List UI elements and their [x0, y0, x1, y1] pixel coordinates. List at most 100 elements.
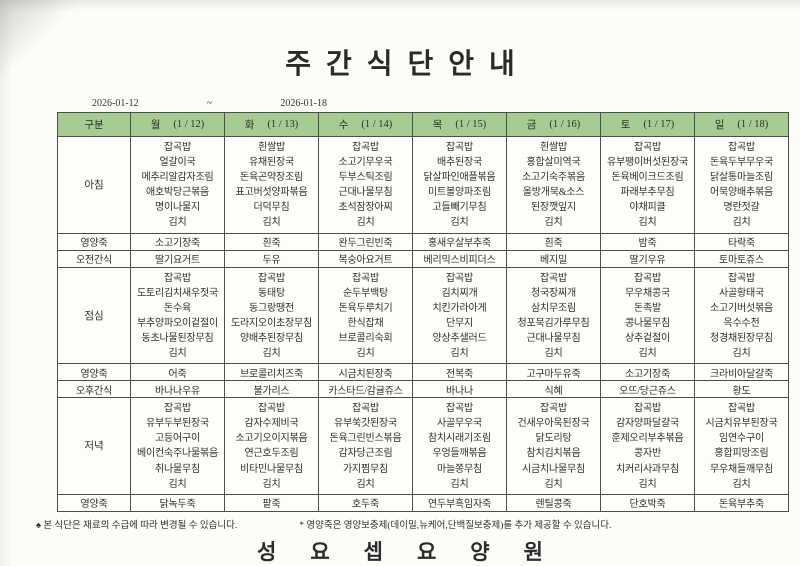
menu-item: 김치: [450, 478, 469, 490]
menu-item: 옥수수전: [723, 317, 760, 329]
porridge-cell: 렌틸콩죽: [506, 493, 601, 512]
menu-item: 닭도리탕: [535, 433, 572, 445]
porridge-cell: 단호박죽: [600, 493, 695, 512]
menu-cell: 잡곡밥 김치찌개 치킨가라아게 단무지 양상추샐러드 김치: [412, 266, 507, 365]
date-start: 2026-01-12: [92, 98, 139, 109]
menu-item: 김치: [638, 478, 657, 490]
menu-item: 잡곡밥: [540, 272, 567, 284]
menu-item: 잡곡밥: [634, 403, 661, 415]
menu-cell: 잡곡밥 유부팽이버섯된장국 돈육베이크드조림 파래부추무침 야채피클 김치: [600, 136, 695, 234]
menu-item: 콩자반: [634, 448, 661, 460]
day-label: 화: [244, 120, 255, 131]
porridge-cell: 어죽: [130, 363, 225, 382]
row-label-porridge: 영양죽: [57, 493, 131, 512]
menu-item: 미트볼양파조림: [428, 187, 491, 199]
menu-item: 김치: [544, 348, 563, 360]
menu-cell: 잡곡밥 청국장찌개 삼치무조림 청포묵김가루무침 근대나물무침 김치: [506, 266, 601, 365]
row-porridge-breakfast: 영양죽 소고기장죽 흰죽 완두그린빈죽 홍새우살부추죽 흰죽 밤죽 타락죽: [57, 232, 789, 251]
page-title: 주간식단안내: [285, 49, 530, 80]
menu-item: 잡곡밥: [634, 142, 661, 153]
menu-item: 유부쑥갓된장국: [334, 418, 397, 430]
menu-item: 소고기버섯볶음: [710, 302, 773, 314]
menu-item: 참치시래기조림: [428, 433, 491, 445]
menu-item: 김치: [732, 478, 751, 490]
menu-item: 유채된장국: [249, 157, 294, 169]
porridge-cell: 돈육부추죽: [694, 493, 789, 512]
menu-item: 감자수제비국: [244, 418, 299, 430]
day-date: (1 / 18): [737, 119, 769, 130]
menu-item: 무우채들깨무침: [710, 463, 773, 475]
snack-cell: 베리믹스비피더스: [412, 249, 507, 268]
menu-item: 잡곡밥: [728, 272, 755, 284]
row-lunch: 점심 잡곡밥 도토리김치새우젓국 돈수육 부추양파오이겉절이 동초나물된장무침 김치 잡곡…: [57, 266, 789, 365]
row-morning-snack: 오전간식 딸기요거트 두유 복숭아요거트 베리믹스비피더스 베지밀 딸기우유 토…: [57, 249, 789, 268]
menu-item: 청국장찌개: [531, 287, 576, 299]
menu-item: 김치: [638, 217, 657, 229]
menu-item: 표고버섯양파볶음: [235, 187, 308, 199]
menu-item: 돈육베이크드조림: [611, 172, 684, 184]
porridge-cell: 브로콜리치즈죽: [224, 363, 319, 382]
day-date: (1 / 16): [549, 119, 581, 130]
menu-item: 순두부백탕: [343, 287, 388, 299]
menu-item: 브로콜리숙회: [338, 332, 393, 344]
day-header-tue: 화 (1 / 13): [224, 112, 319, 137]
menu-cell: 잡곡밥 감자양파달걀국 훈제오리부추볶음 콩자반 치커리사과무침 김치: [600, 397, 695, 495]
day-label: 일: [714, 120, 725, 131]
menu-item: 잡곡밥: [446, 403, 473, 415]
menu-item: 청경채된장무침: [710, 332, 773, 344]
menu-item: 사골황태국: [719, 287, 764, 299]
menu-item: 김치: [262, 478, 281, 490]
menu-cell: 잡곡밥 돈육두부무우국 닭살통마늘조림 어묵양배추볶음 명란젓갈 김치: [694, 136, 789, 234]
menu-item: 애호박당근볶음: [146, 187, 209, 199]
menu-cell: 잡곡밥 순두부백탕 돈육두루치기 한식잡채 브로콜리숙회 김치: [318, 266, 413, 365]
snack-cell: 복숭아요거트: [318, 249, 413, 268]
porridge-cell: 흰죽: [224, 232, 319, 251]
menu-item: 건새우아욱된장국: [517, 418, 590, 430]
menu-item: 동초나물된장무침: [141, 332, 214, 344]
menu-item: 양상추샐러드: [432, 332, 487, 344]
menu-item: 홍합살미역국: [526, 157, 581, 169]
menu-item: 무우채콩국: [625, 287, 670, 299]
menu-item: 흰쌀밥: [258, 142, 285, 153]
menu-item: 김치: [356, 217, 375, 229]
snack-cell: 오뜨/당근쥬스: [600, 380, 695, 399]
menu-cell: 잡곡밥 시금치유부된장국 임연수구이 홍합피망조림 무우채들깨무침 김치: [694, 397, 789, 495]
menu-item: 부추양파오이겉절이: [137, 317, 218, 329]
menu-item: 잡곡밥: [728, 142, 755, 153]
snack-cell: 딸기요거트: [130, 249, 225, 268]
menu-item: 김치: [168, 348, 187, 360]
day-header-sat: 토 (1 / 17): [600, 112, 695, 137]
menu-item: 김치: [262, 348, 281, 360]
menu-item: 잡곡밥: [728, 403, 755, 415]
menu-item: 돈육그린빈스볶음: [329, 433, 402, 445]
footnote-supplement-notice: * 영양죽은 영양보충제(데이밀,뉴케어,단백질보충제)를 추가 제공할 수 있…: [299, 520, 612, 531]
porridge-cell: 밤죽: [600, 232, 695, 251]
menu-cell: 흰쌀밥 유채된장국 돈육곤약장조림 표고버섯양파볶음 더덕무침 김치: [224, 136, 319, 234]
porridge-cell: 팥죽: [224, 493, 319, 512]
menu-item: 감자양파달걀국: [616, 418, 679, 430]
menu-item: 잡곡밥: [352, 272, 379, 284]
snack-cell: 바나나: [412, 380, 507, 399]
day-label: 토: [620, 120, 631, 131]
menu-item: 닭살파인애플볶음: [423, 172, 496, 184]
menu-item: 김치: [168, 217, 187, 229]
date-end: 2026-01-18: [280, 98, 327, 109]
menu-cell: 잡곡밥 소고기무우국 두부스틱조림 근대나물무침 초석잠장아찌 김치: [318, 136, 413, 234]
menu-cell: 잡곡밥 감자수제비국 소고기오이지볶음 연근호두조림 비타민나물무침 김치: [224, 397, 319, 495]
menu-item: 돈육두루치기: [338, 302, 393, 314]
menu-item: 상추겉절이: [625, 332, 670, 344]
snack-cell: 황도: [694, 380, 789, 399]
menu-cell: 잡곡밥 도토리김치새우젓국 돈수육 부추양파오이겉절이 동초나물된장무침 김치: [130, 266, 225, 365]
menu-cell: 잡곡밥 무우채콩국 돈족발 콩나물무침 상추겉절이 김치: [600, 266, 695, 365]
menu-item: 도라지오이초장무침: [231, 317, 312, 329]
menu-item: 콩나물무침: [625, 317, 670, 329]
menu-item: 잡곡밥: [540, 403, 567, 415]
facility-name-stamp: 성요셉요양원: [257, 539, 577, 564]
day-label: 목: [432, 120, 443, 131]
menu-item: 치킨가라아게: [432, 302, 487, 314]
day-label: 월: [150, 120, 161, 131]
row-porridge-lunch: 영양죽 어죽 브로콜리치즈죽 시금치된장죽 전복죽 고구마두유죽 소고기장죽 크…: [57, 363, 789, 382]
menu-item: 잡곡밥: [164, 142, 191, 153]
menu-cell: 잡곡밥 배추된장국 닭살파인애플볶음 미트볼양파조림 고들빼기무침 김치: [412, 136, 507, 234]
menu-cell: 잡곡밥 사골황태국 소고기버섯볶음 옥수수전 청경채된장무침 김치: [694, 266, 789, 365]
